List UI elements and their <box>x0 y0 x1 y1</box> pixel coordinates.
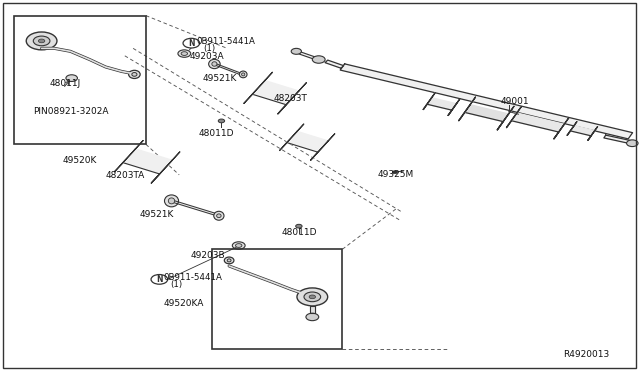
Polygon shape <box>280 131 328 160</box>
Polygon shape <box>280 124 304 151</box>
Circle shape <box>181 52 188 55</box>
Circle shape <box>296 224 302 228</box>
Ellipse shape <box>209 60 220 68</box>
Polygon shape <box>567 122 577 135</box>
Polygon shape <box>604 135 631 144</box>
Text: 48011J: 48011J <box>50 79 81 88</box>
Circle shape <box>232 242 245 249</box>
Text: 48011D: 48011D <box>282 228 317 237</box>
Text: N: N <box>188 39 195 48</box>
Polygon shape <box>423 98 456 115</box>
Text: 49203B: 49203B <box>191 251 225 260</box>
Polygon shape <box>567 126 595 140</box>
Polygon shape <box>423 93 435 109</box>
Text: (1): (1) <box>203 44 215 53</box>
Circle shape <box>392 171 397 174</box>
Polygon shape <box>588 126 598 140</box>
Polygon shape <box>497 106 514 130</box>
Text: (1): (1) <box>170 280 182 289</box>
Text: 48203T: 48203T <box>274 94 308 103</box>
Text: N: N <box>156 275 163 284</box>
Polygon shape <box>151 152 180 183</box>
Circle shape <box>178 50 191 57</box>
Text: 49521K: 49521K <box>140 210 174 219</box>
Text: 49203A: 49203A <box>189 52 224 61</box>
Polygon shape <box>459 97 476 121</box>
Polygon shape <box>214 63 243 75</box>
Text: 49325M: 49325M <box>378 170 414 179</box>
Text: 49521K: 49521K <box>202 74 237 83</box>
Bar <box>14 16 146 144</box>
Circle shape <box>151 275 168 284</box>
Circle shape <box>183 38 200 48</box>
Ellipse shape <box>239 71 247 78</box>
Ellipse shape <box>164 195 179 207</box>
Polygon shape <box>244 72 273 103</box>
Circle shape <box>297 288 328 306</box>
Text: 49520K: 49520K <box>63 156 97 165</box>
Circle shape <box>38 39 45 43</box>
Circle shape <box>627 140 638 147</box>
Circle shape <box>309 295 316 299</box>
Polygon shape <box>506 107 522 128</box>
Text: R4920013: R4920013 <box>563 350 609 359</box>
Text: 0B911-5441A: 0B911-5441A <box>164 273 223 282</box>
Circle shape <box>312 56 325 63</box>
Polygon shape <box>340 64 632 139</box>
Polygon shape <box>554 118 569 139</box>
Polygon shape <box>506 113 564 139</box>
Ellipse shape <box>212 62 217 66</box>
Bar <box>212 249 342 349</box>
Polygon shape <box>310 306 315 313</box>
Polygon shape <box>459 105 509 130</box>
Circle shape <box>306 313 319 321</box>
Circle shape <box>33 36 50 46</box>
Text: 49001: 49001 <box>500 97 529 106</box>
Polygon shape <box>298 52 320 61</box>
Polygon shape <box>115 149 172 183</box>
Ellipse shape <box>216 214 221 218</box>
Circle shape <box>26 32 57 50</box>
Ellipse shape <box>242 73 244 76</box>
Polygon shape <box>115 141 143 172</box>
Circle shape <box>66 75 77 81</box>
Polygon shape <box>310 134 335 160</box>
Polygon shape <box>448 99 460 115</box>
Circle shape <box>304 292 321 302</box>
Text: 48011D: 48011D <box>198 129 234 138</box>
Ellipse shape <box>168 198 175 204</box>
Circle shape <box>291 48 301 54</box>
Ellipse shape <box>129 70 140 78</box>
Ellipse shape <box>225 257 234 264</box>
Text: 48203TA: 48203TA <box>106 171 145 180</box>
Text: 49520KA: 49520KA <box>164 299 204 308</box>
Polygon shape <box>325 60 344 68</box>
Ellipse shape <box>132 73 137 76</box>
Text: PIN08921-3202A: PIN08921-3202A <box>33 107 109 116</box>
Ellipse shape <box>227 259 231 262</box>
Text: 0B911-5441A: 0B911-5441A <box>196 37 255 46</box>
Circle shape <box>218 119 225 123</box>
Polygon shape <box>278 83 307 114</box>
Polygon shape <box>171 200 218 216</box>
Ellipse shape <box>214 211 224 220</box>
Circle shape <box>236 244 242 247</box>
Polygon shape <box>244 80 299 114</box>
